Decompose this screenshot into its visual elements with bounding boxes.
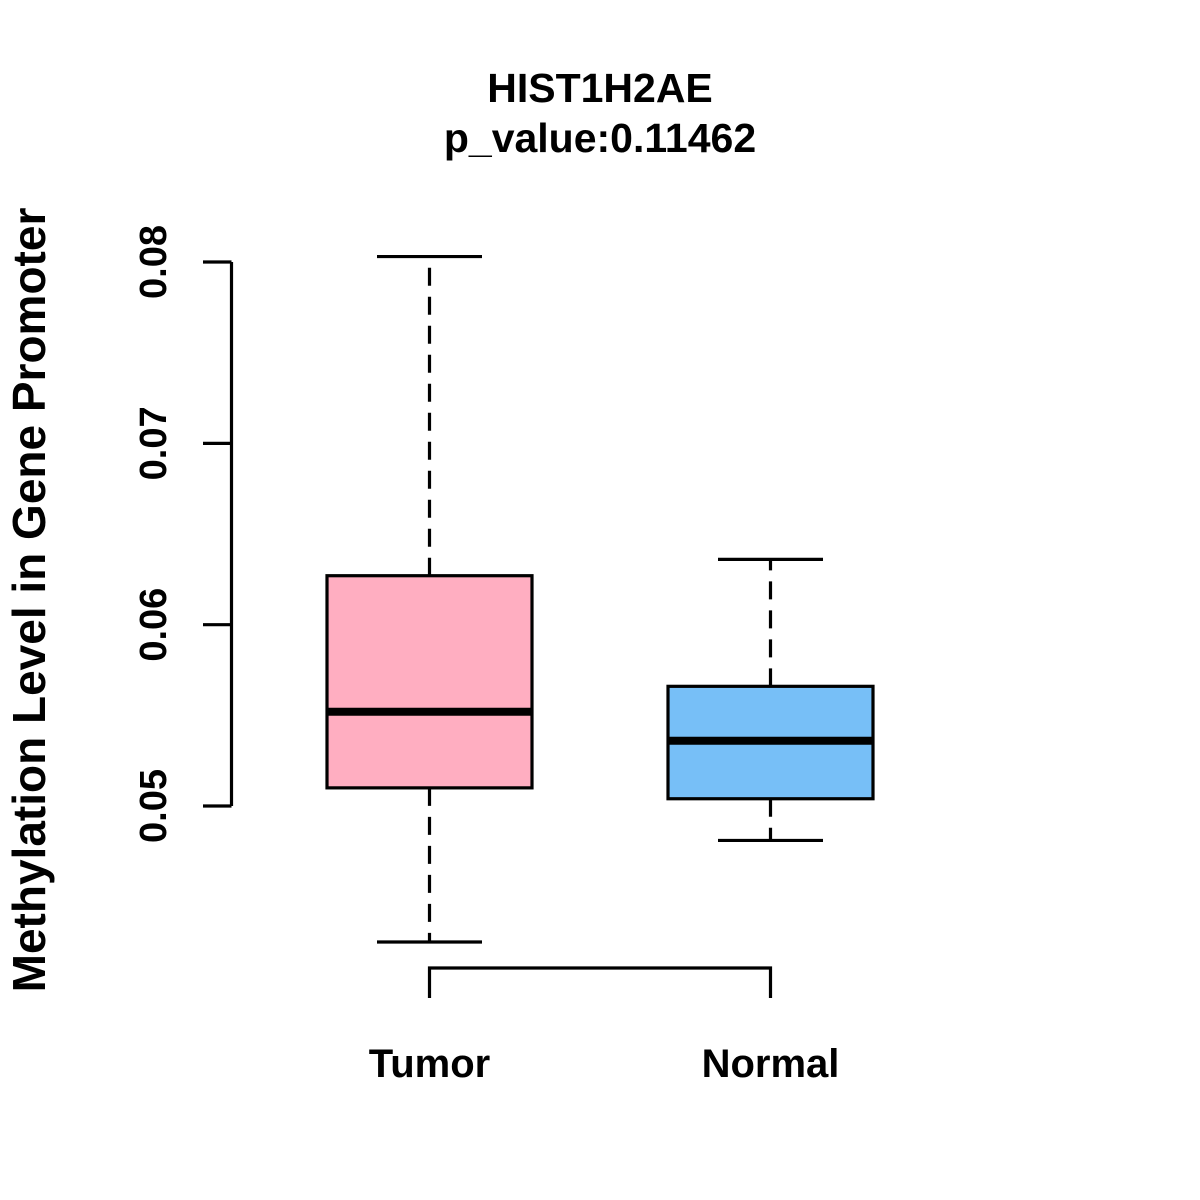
- boxplot-normal: [666, 557, 875, 843]
- x-category-label-normal: Normal: [702, 1042, 840, 1086]
- y-axis-tick-label: 0.05: [133, 769, 175, 843]
- x-category-label-tumor: Tumor: [369, 1042, 490, 1086]
- x-axis-bracket: [427, 966, 773, 998]
- y-axis-tick-label: 0.06: [133, 588, 175, 662]
- y-axis-tick-label: 0.07: [133, 406, 175, 480]
- x-category-labels: Tumor Normal: [369, 1042, 840, 1086]
- y-axis: 0.05 0.06 0.07 0.08: [133, 225, 234, 843]
- y-axis-tick-label: 0.08: [133, 225, 175, 299]
- comparison-bracket: [427, 966, 773, 998]
- boxplot-boxes: [325, 254, 875, 944]
- chart-title: HIST1H2AE: [487, 65, 713, 111]
- chart-pvalue-subtitle: p_value:0.11462: [444, 115, 756, 161]
- iqr-box: [325, 574, 534, 790]
- y-axis-label: Methylation Level in Gene Promoter: [3, 208, 55, 993]
- boxplot-tumor: [325, 254, 534, 944]
